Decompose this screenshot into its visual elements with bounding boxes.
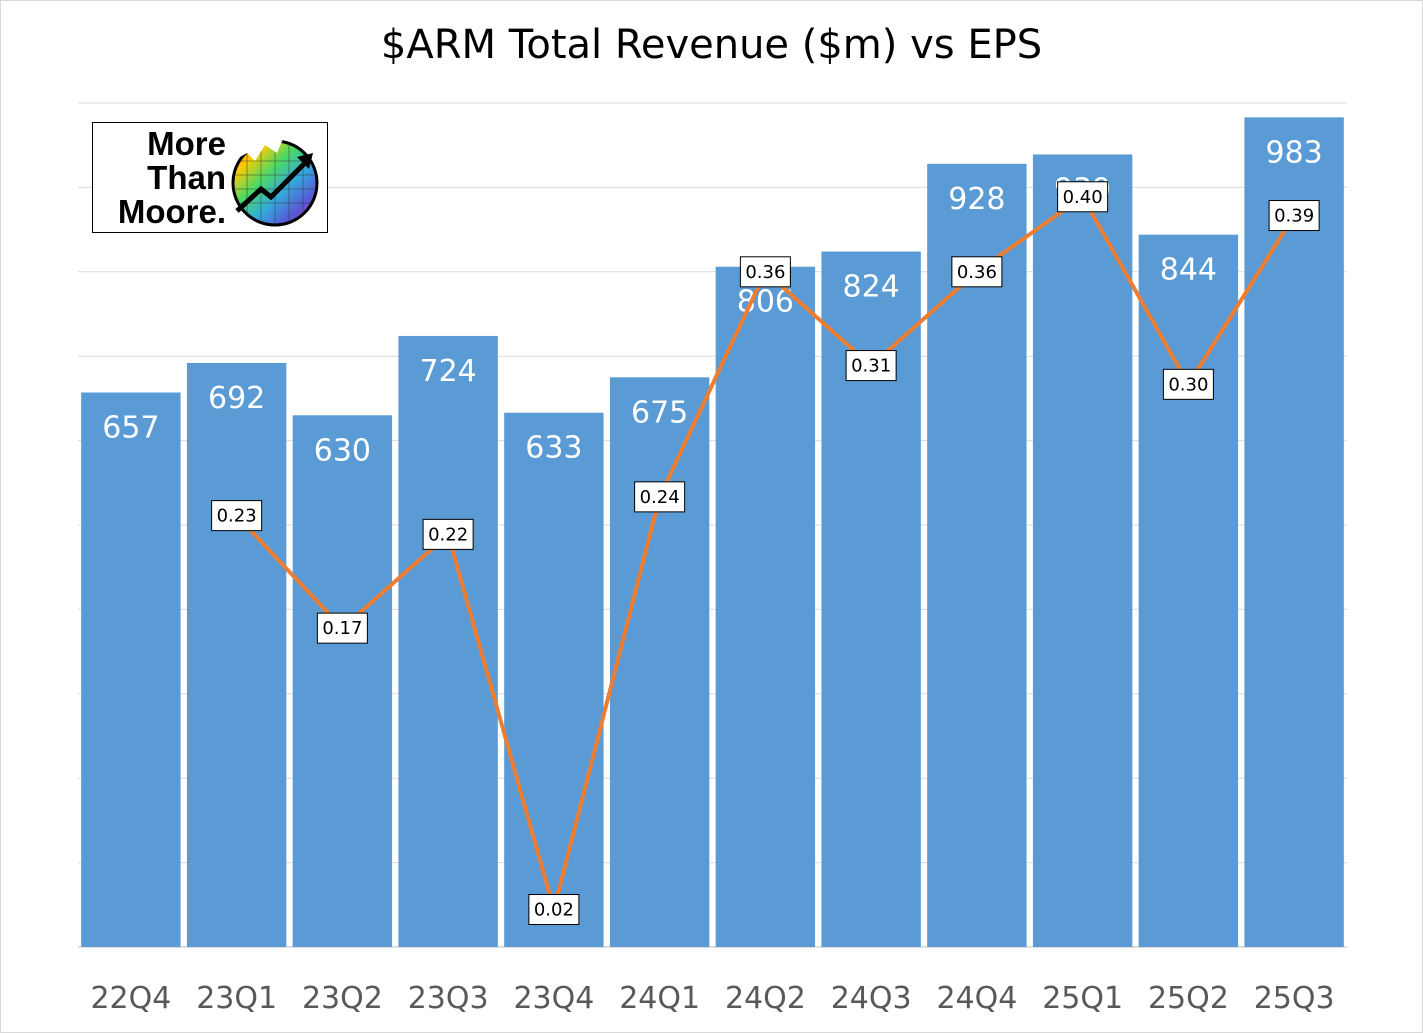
chart-title: $ARM Total Revenue ($m) vs EPS [380, 22, 1043, 68]
x-tick-label: 23Q3 [408, 981, 489, 1016]
eps-label-box [211, 500, 263, 532]
revenue-bar [292, 415, 393, 947]
revenue-bar [186, 362, 287, 947]
revenue-value-label: 724 [419, 354, 476, 389]
revenue-value-label: 657 [102, 410, 159, 445]
logo-line-1: More [147, 125, 226, 162]
revenue-bar [1244, 117, 1344, 947]
eps-data-label: 0.24 [634, 481, 686, 513]
eps-value-label: 0.36 [745, 262, 785, 283]
eps-data-label: 0.31 [845, 350, 897, 382]
revenue-value-label: 633 [525, 431, 582, 466]
eps-data-label: 0.36 [951, 256, 1003, 288]
eps-data-label: 0.17 [316, 612, 368, 644]
x-tick-label: 25Q3 [1254, 981, 1335, 1016]
x-tick-label: 23Q4 [513, 981, 594, 1016]
eps-value-label: 0.23 [217, 506, 257, 527]
revenue-bar [715, 266, 816, 948]
eps-data-label: 0.02 [528, 893, 580, 925]
revenue-value-label: 983 [1265, 135, 1322, 170]
eps-data-label: 0.36 [739, 256, 791, 288]
revenue-value-label: 630 [314, 433, 371, 468]
revenue-bar [504, 412, 604, 947]
eps-value-label: 0.02 [534, 899, 574, 920]
chip-chart-icon [231, 135, 319, 227]
eps-value-label: 0.39 [1274, 206, 1314, 227]
eps-label-box [422, 518, 474, 550]
revenue-bar [398, 335, 498, 948]
revenue-bar [927, 163, 1027, 947]
eps-data-label: 0.39 [1268, 200, 1320, 232]
logo-line-2: Than [147, 159, 226, 196]
x-tick-label: 24Q2 [725, 981, 806, 1016]
eps-label-box [634, 481, 686, 513]
logo-line-3: Moore. [117, 193, 226, 230]
x-tick-label: 24Q4 [936, 981, 1017, 1016]
eps-data-label: 0.40 [1057, 181, 1109, 213]
eps-label-box [528, 893, 580, 925]
eps-value-label: 0.36 [957, 262, 997, 283]
eps-label-box [739, 256, 791, 288]
eps-data-label: 0.22 [422, 518, 474, 550]
revenue-value-label: 824 [842, 270, 899, 305]
x-tick-label: 25Q1 [1042, 981, 1123, 1016]
eps-value-label: 0.17 [322, 618, 362, 639]
x-tick-label: 23Q1 [196, 981, 277, 1016]
eps-line: 0.23 0.17 0.22 0.02 0.24 0.36 0.31 0.36 0.40 0.30… [211, 181, 1320, 925]
eps-value-label: 0.31 [851, 356, 891, 377]
revenue-value-label: 844 [1160, 253, 1217, 288]
logo-text: More Than Moore. [101, 127, 226, 229]
revenue-value-label: 675 [631, 395, 688, 430]
eps-label-box [951, 256, 1003, 288]
eps-label-box [1162, 368, 1214, 400]
x-axis-ticks: 22Q4 23Q1 23Q2 23Q3 23Q4 24Q1 24Q2 24Q3 24Q4 25Q1… [90, 981, 1334, 1016]
revenue-value-label: 928 [948, 182, 1005, 217]
eps-label-box [316, 612, 368, 644]
eps-value-label: 0.24 [640, 487, 680, 508]
revenue-bar [1032, 154, 1133, 947]
revenue-value-label: 692 [208, 381, 265, 416]
eps-value-label: 0.40 [1063, 187, 1103, 208]
x-tick-label: 24Q1 [619, 981, 700, 1016]
eps-label-box [1057, 181, 1109, 213]
revenue-bars: 657692630724633675806824928939844983 [81, 117, 1344, 948]
eps-value-label: 0.30 [1168, 374, 1208, 395]
eps-label-box [845, 350, 897, 382]
eps-data-label: 0.30 [1162, 368, 1214, 400]
x-tick-label: 23Q2 [302, 981, 383, 1016]
eps-label-box [1268, 200, 1320, 232]
x-tick-label: 24Q3 [831, 981, 912, 1016]
x-tick-label: 25Q2 [1148, 981, 1229, 1016]
eps-value-label: 0.22 [428, 524, 468, 545]
revenue-bar [81, 392, 181, 947]
revenue-bar [1138, 234, 1239, 947]
x-tick-label: 22Q4 [90, 981, 171, 1016]
eps-data-label: 0.23 [211, 500, 263, 532]
revenue-bar [609, 377, 710, 947]
more-than-moore-logo: More Than Moore. [92, 122, 328, 233]
